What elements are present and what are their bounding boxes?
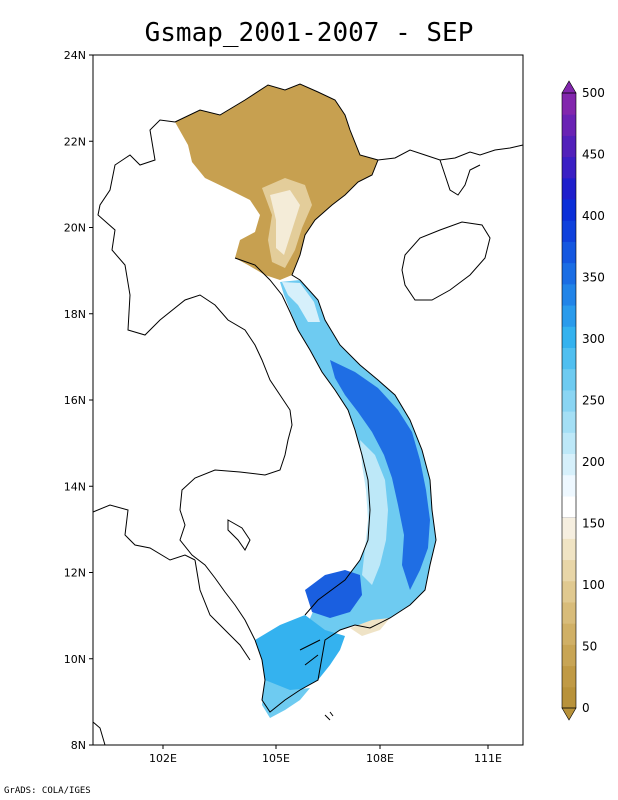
- colorbar-label: 400: [582, 209, 605, 223]
- colorbar-outline: [561, 92, 577, 709]
- lat-label: 22N: [64, 135, 86, 148]
- colorbar-label: 350: [582, 271, 605, 285]
- colorbar-segment: [562, 283, 576, 306]
- lat-label: 12N: [64, 567, 86, 580]
- colorbar-segment: [562, 538, 576, 561]
- lat-label: 18N: [64, 308, 86, 321]
- lat-label: 24N: [64, 49, 86, 62]
- colorbar-label: 0: [582, 701, 590, 715]
- longitude-axis: 102E 105E 108E 111E: [149, 745, 502, 765]
- thailand-border: [92, 504, 196, 561]
- precip-central-region: [280, 280, 436, 640]
- precip-central-dark: [330, 360, 430, 590]
- lon-label: 108E: [366, 752, 394, 765]
- precipitation-field: [175, 84, 436, 718]
- hainan-island: [401, 221, 491, 301]
- colorbar-segment: [562, 453, 576, 476]
- vietnam-outline: [174, 83, 437, 713]
- colorbar-segment: [562, 156, 576, 179]
- south-tip-islands: [299, 639, 331, 721]
- colorbar-segment: [561, 495, 577, 518]
- laos-vietnam-border: [234, 257, 371, 616]
- colorbar-segment: [562, 114, 576, 136]
- colorbar-top-arrow: [561, 80, 577, 94]
- colorbar-segment: [562, 177, 576, 200]
- colorbar-segment: [562, 199, 576, 221]
- lat-label: 10N: [64, 653, 86, 666]
- colorbar-segment: [562, 368, 576, 391]
- laos-cambodia-border: [97, 119, 293, 641]
- map-title: Gsmap_2001-2007 - SEP: [144, 18, 474, 48]
- colorbar-segment: [562, 347, 576, 370]
- latitude-axis: 24N 22N 20N 18N 16N 14N 12N 10N 8N: [64, 49, 93, 752]
- colorbar-segment: [562, 411, 576, 433]
- lat-label: 20N: [64, 222, 86, 235]
- lat-label: 8N: [71, 739, 86, 752]
- colorbar-segment: [562, 389, 576, 412]
- colorbar-segment: [562, 432, 576, 455]
- colorbar-label: 50: [582, 640, 597, 654]
- lon-label: 102E: [149, 752, 177, 765]
- colorbar-label: 100: [582, 578, 605, 592]
- coastlines-and-borders: [92, 83, 524, 746]
- lat-label: 16N: [64, 394, 86, 407]
- sw-coast-fragment: [92, 721, 106, 746]
- colorbar-label: 250: [582, 394, 605, 408]
- colorbar-segment: [562, 517, 576, 539]
- colorbar-segment: [562, 326, 576, 348]
- colorbar-segment: [562, 644, 576, 667]
- china-coast: [377, 144, 524, 161]
- colorbar-segment: [562, 559, 576, 582]
- colorbar-segment: [562, 580, 576, 603]
- footer-credit: GrADS: COLA/IGES: [4, 786, 91, 796]
- con-dao-island: [329, 711, 334, 717]
- colorbar-label: 150: [582, 517, 605, 531]
- precip-north-coast-light: [282, 282, 320, 322]
- colorbar-segment: [562, 305, 576, 327]
- colorbar-segment: [562, 665, 576, 688]
- colorbar-bottom-arrow: [561, 707, 577, 721]
- gulf-coast: [194, 559, 251, 661]
- colorbar-label: 300: [582, 332, 605, 346]
- colorbar-segment: [562, 262, 576, 285]
- colorbar-segment: [562, 220, 576, 242]
- colorbar-segment: [562, 623, 576, 645]
- colorbar-segment: [562, 135, 576, 158]
- colorbar-segment: [562, 474, 576, 497]
- colorbar-segment: [562, 601, 576, 624]
- lon-label: 111E: [474, 752, 502, 765]
- colorbar-segment: [562, 686, 576, 709]
- leizhou-peninsula: [439, 159, 481, 196]
- precip-south-dark: [305, 570, 362, 618]
- tonle-sap: [227, 519, 251, 551]
- colorbar-segment: [562, 241, 576, 264]
- precip-north-lighter: [270, 190, 300, 255]
- colorbar-segment: [562, 93, 576, 115]
- colorbar-label: 500: [582, 86, 605, 100]
- colorbar-label: 450: [582, 148, 605, 162]
- lat-label: 14N: [64, 480, 86, 493]
- colorbar-label: 200: [582, 455, 605, 469]
- lon-label: 105E: [262, 752, 290, 765]
